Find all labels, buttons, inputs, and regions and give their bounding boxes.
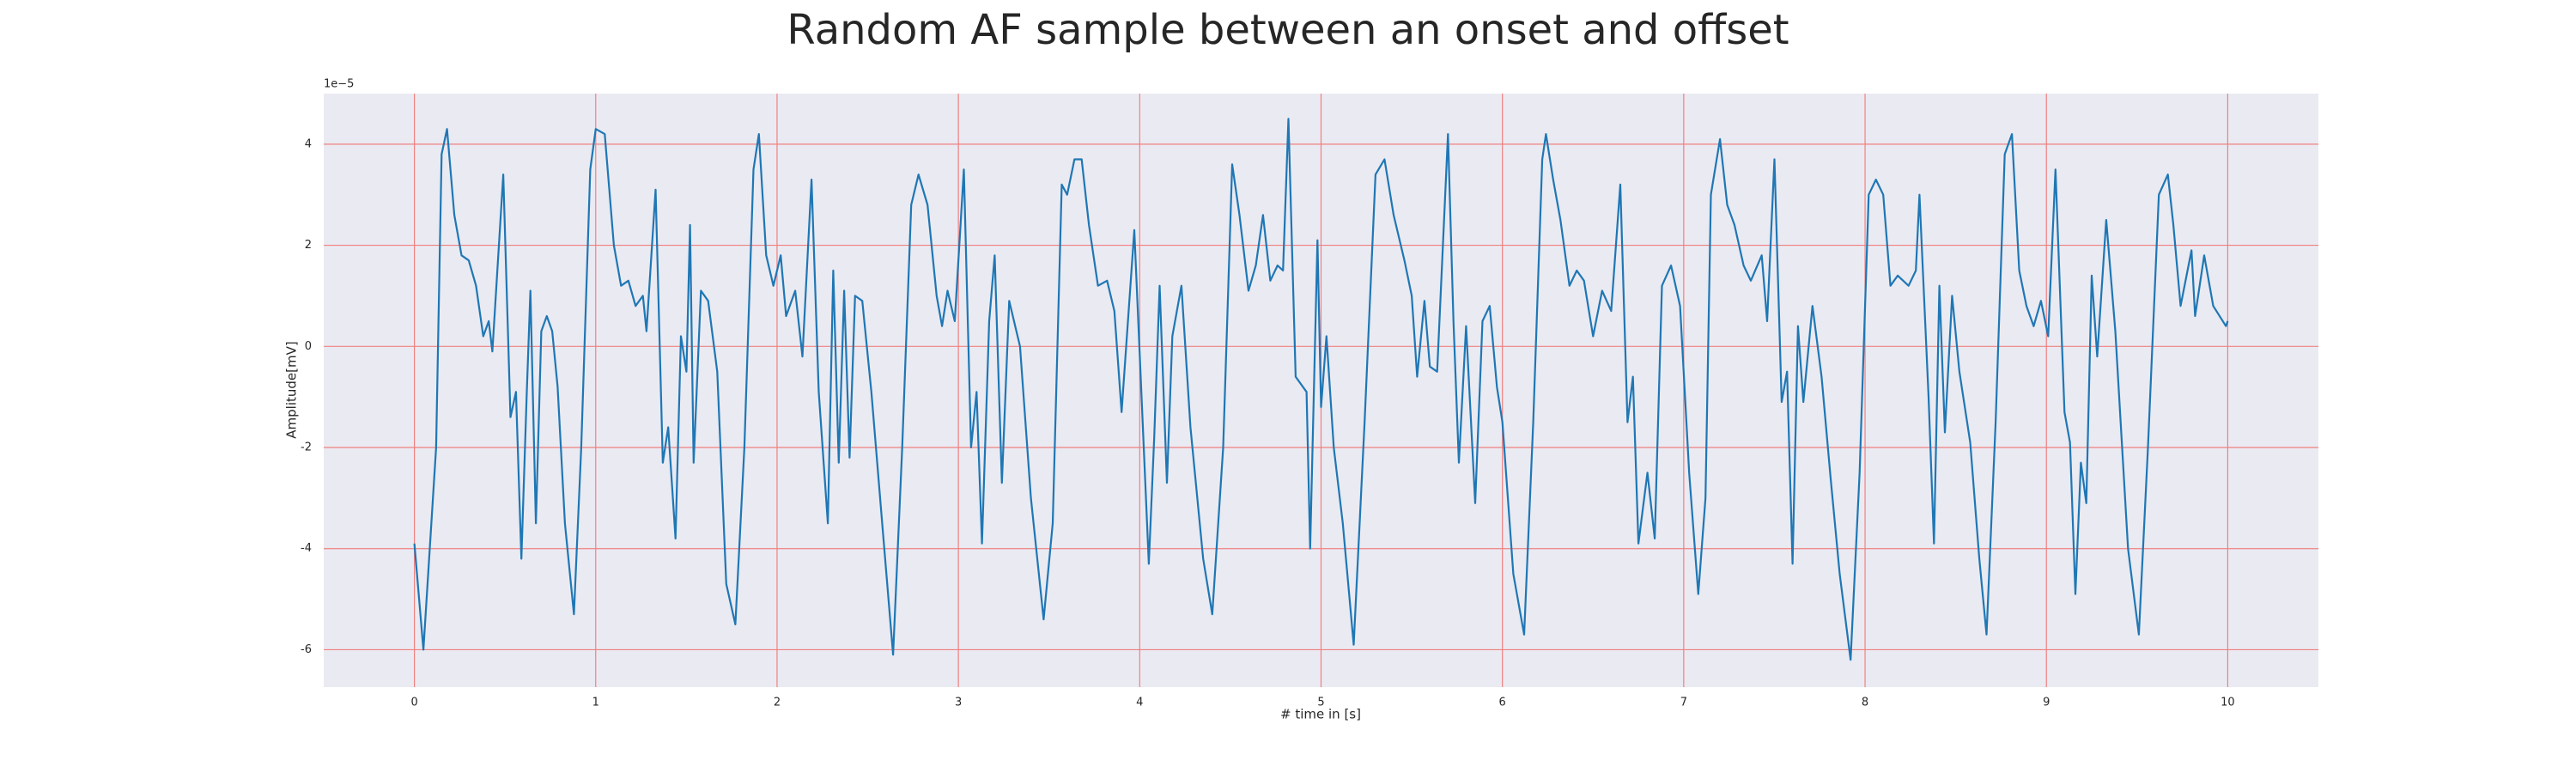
y-tick-label: 4 bbox=[305, 137, 312, 150]
x-tick-label: 7 bbox=[1680, 697, 1687, 709]
y-tick-label: 2 bbox=[305, 239, 312, 252]
x-tick-label: 5 bbox=[1317, 697, 1324, 709]
y-tick-label: -6 bbox=[301, 643, 312, 656]
y-tick-label: 0 bbox=[305, 340, 312, 353]
x-tick-label: 6 bbox=[1499, 697, 1506, 709]
x-tick-label: 4 bbox=[1136, 697, 1143, 709]
chart-title: Random AF sample between an onset and of… bbox=[787, 6, 1789, 54]
x-tick-label: 8 bbox=[1862, 697, 1868, 709]
x-tick-label: 3 bbox=[955, 697, 962, 709]
y-offset-text: 1e−5 bbox=[324, 78, 354, 91]
x-axis-label: # time in [s] bbox=[1280, 707, 1361, 722]
x-tick-label: 1 bbox=[592, 697, 599, 709]
y-tick-label: -4 bbox=[301, 542, 312, 555]
y-axis-label: Amplitude[mV] bbox=[284, 341, 300, 438]
y-tick-label: -2 bbox=[301, 441, 312, 454]
signal-line bbox=[413, 118, 2229, 661]
x-tick-label: 10 bbox=[2221, 697, 2235, 709]
x-tick-label: 9 bbox=[2043, 697, 2050, 709]
x-tick-label: 0 bbox=[410, 697, 417, 709]
x-tick-label: 2 bbox=[774, 697, 781, 709]
